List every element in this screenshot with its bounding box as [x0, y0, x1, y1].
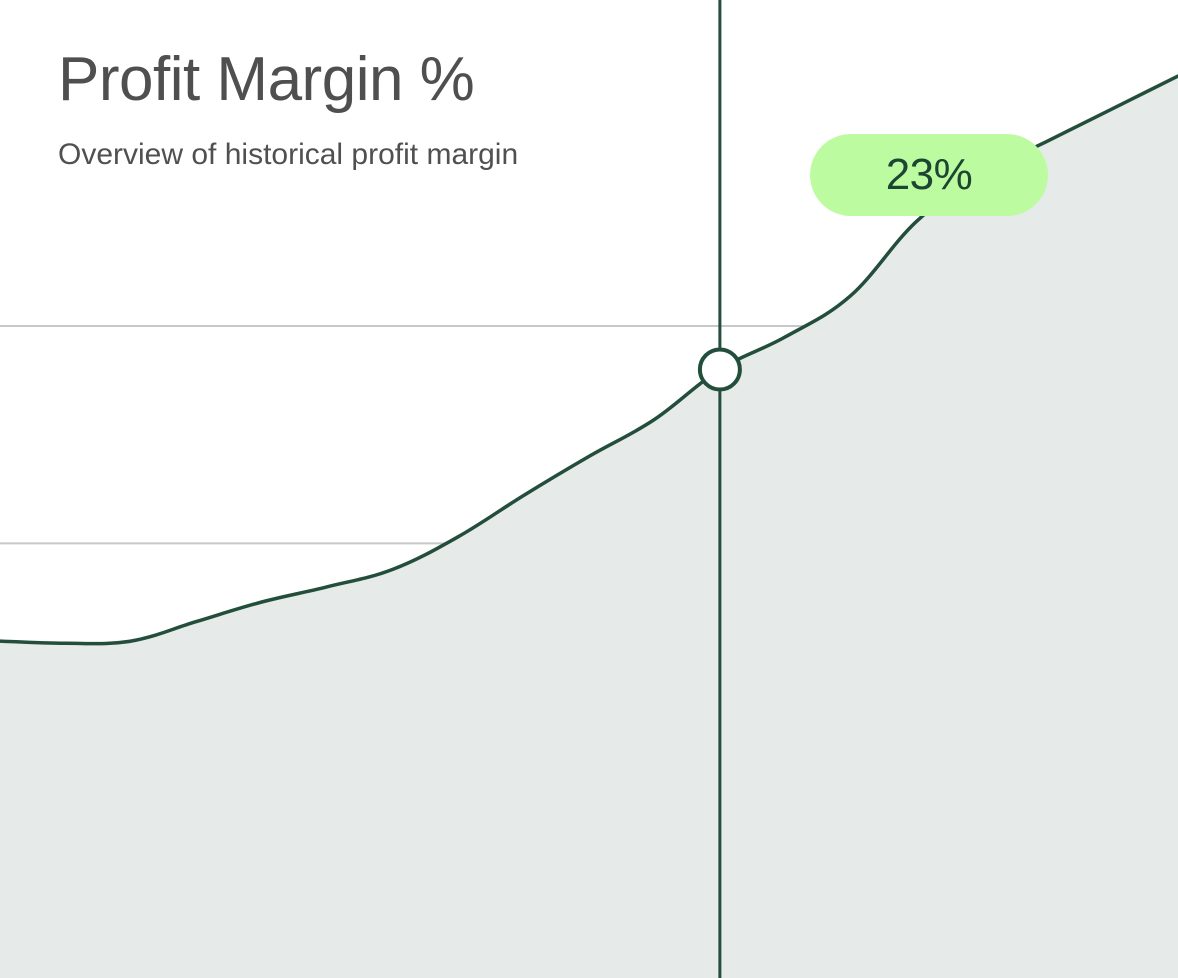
tooltip-value: 23%	[885, 150, 973, 199]
chart-subtitle: Overview of historical profit margin	[58, 138, 519, 171]
value-tooltip: 23%	[810, 134, 1048, 216]
area-fill	[0, 76, 1178, 978]
chart-title: Profit Margin %	[58, 45, 475, 114]
highlight-marker[interactable]	[697, 347, 742, 392]
